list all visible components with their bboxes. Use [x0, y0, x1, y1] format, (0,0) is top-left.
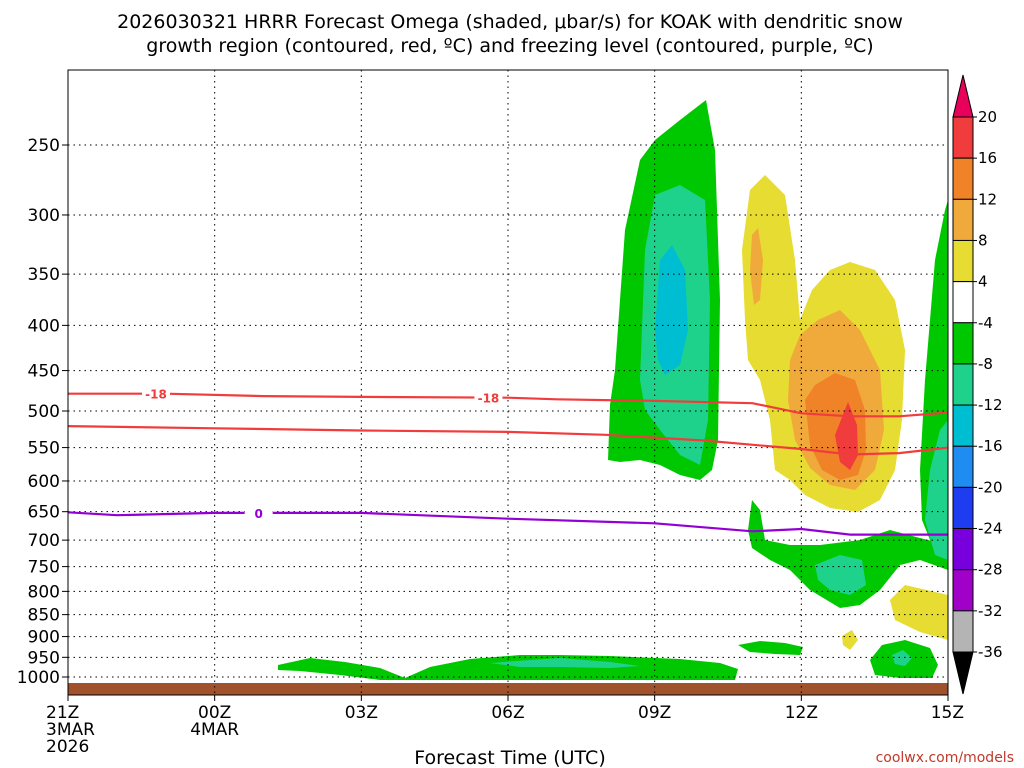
- y-tick-label-600: 600: [28, 472, 60, 492]
- y-tick-label-400: 400: [28, 316, 60, 336]
- colorbar-label-9: -20: [978, 478, 1003, 496]
- x-tick-label-0-2: 2026: [46, 737, 89, 757]
- contour-label-bg-0-1: [474, 389, 503, 405]
- contour-line-0: [68, 392, 949, 418]
- x-tick-label-0-0: 21Z: [46, 703, 79, 723]
- x-tick-label-3-0: 06Z: [491, 703, 524, 723]
- colorbar-segment-1: [952, 157, 974, 200]
- x-tick-label-4-0: 09Z: [638, 703, 671, 723]
- omega-region-neg16-upper: [655, 245, 688, 375]
- omega-region-neg8-small: [738, 641, 803, 655]
- omega-region-neg12-surface: [490, 658, 640, 668]
- y-tick-label-550: 550: [28, 439, 60, 459]
- y-tick-label-250: 250: [28, 136, 60, 156]
- colorbar-segment-5: [952, 322, 974, 365]
- y-tick-label-750: 750: [28, 558, 60, 578]
- omega-region-pos8-upper: [750, 228, 763, 305]
- pressure-axis: 2503003504004505005506006507007508008509…: [17, 136, 68, 688]
- omega-region-neg8-surface: [278, 655, 738, 680]
- chart-title-line-2: growth region (contoured, red, ºC) and f…: [146, 35, 873, 57]
- contour-label-2-0: 0: [254, 507, 262, 521]
- x-tick-label-0-1: 3MAR: [46, 720, 95, 740]
- x-tick-label-5-0: 12Z: [785, 703, 818, 723]
- colorbar-segment-11: [952, 569, 974, 612]
- omega-region-neg12-lower: [815, 555, 866, 595]
- contour-label-bg-2-0: [244, 504, 273, 520]
- colorbar-label-6: -8: [978, 355, 993, 373]
- colorbar-label-3: 8: [978, 231, 988, 249]
- y-tick-label-450: 450: [28, 362, 60, 382]
- x-tick-label-2-0: 03Z: [345, 703, 378, 723]
- colorbar-segment-6: [952, 363, 974, 406]
- y-tick-label-500: 500: [28, 402, 60, 422]
- y-tick-label-950: 950: [28, 648, 60, 668]
- colorbar-segment-4: [952, 281, 974, 324]
- y-tick-label-800: 800: [28, 582, 60, 602]
- credit-text: coolwx.com/models: [876, 750, 1014, 766]
- colorbar-segment-7: [952, 404, 974, 447]
- colorbar-label-1: 16: [978, 149, 997, 167]
- colorbar-label-8: -16: [978, 437, 1003, 455]
- x-axis-label: Forecast Time (UTC): [414, 747, 605, 768]
- colorbar-segment-10: [952, 528, 974, 571]
- colorbar-label-5: -4: [978, 314, 993, 332]
- colorbar-label-2: 12: [978, 190, 997, 208]
- colorbar-label-7: -12: [978, 396, 1003, 414]
- pressure-gridlines: [67, 70, 949, 695]
- omega-shading: [278, 100, 948, 680]
- x-tick-label-1-0: 00Z: [198, 703, 231, 723]
- colorbar-segment-0: [952, 116, 974, 159]
- colorbar-label-10: -24: [978, 520, 1003, 538]
- colorbar-segment-8: [952, 445, 974, 488]
- colorbar-segment-3: [952, 239, 974, 283]
- colorbar-label-0: 20: [978, 108, 997, 126]
- colorbar-label-11: -28: [978, 561, 1003, 579]
- contour-label-0-1: -18: [478, 392, 500, 406]
- y-tick-label-900: 900: [28, 628, 60, 648]
- omega-region-neg12-bottom-right: [892, 650, 912, 666]
- y-tick-label-300: 300: [28, 206, 60, 226]
- x-tick-label-6-0: 15Z: [931, 703, 964, 723]
- omega-region-neg8-lower: [748, 500, 948, 608]
- colorbar-segment-9: [952, 486, 974, 530]
- ground-band: [68, 683, 948, 695]
- chart-title-line-1: 2026030321 HRRR Forecast Omega (shaded, …: [117, 11, 903, 33]
- omega-region-pos4-lower: [890, 585, 948, 640]
- omega-region-pos4-small: [842, 630, 858, 650]
- y-tick-label-350: 350: [28, 265, 60, 285]
- colorbar-segment-2: [952, 198, 974, 241]
- x-tick-label-1-1: 4MAR: [190, 720, 239, 740]
- y-tick-label-1000: 1000: [17, 668, 60, 688]
- y-tick-label-850: 850: [28, 606, 60, 626]
- temperature-contours: -18 -18 0: [67, 385, 949, 536]
- colorbar-bottom-triangle: [952, 651, 974, 695]
- contour-label-0-0: -18: [145, 388, 167, 402]
- omega-region-neg12-right: [925, 420, 948, 560]
- contour-label-bg-0-0: [142, 385, 170, 401]
- omega-colorbar: 20 16 12 8 4 -4 -8 -12 -16 -20 -24 -28 -32 -36: [952, 74, 1003, 695]
- y-tick-label-700: 700: [28, 531, 60, 551]
- colorbar-label-4: 4: [978, 273, 988, 291]
- colorbar-label-12: -32: [978, 602, 1003, 620]
- colorbar-segment-12: [952, 610, 974, 653]
- y-tick-label-650: 650: [28, 503, 60, 523]
- contour-line-1: [67, 425, 949, 456]
- colorbar-top-triangle: [952, 74, 974, 118]
- contour-line-2: [67, 511, 948, 536]
- colorbar-label-13: -36: [978, 643, 1003, 661]
